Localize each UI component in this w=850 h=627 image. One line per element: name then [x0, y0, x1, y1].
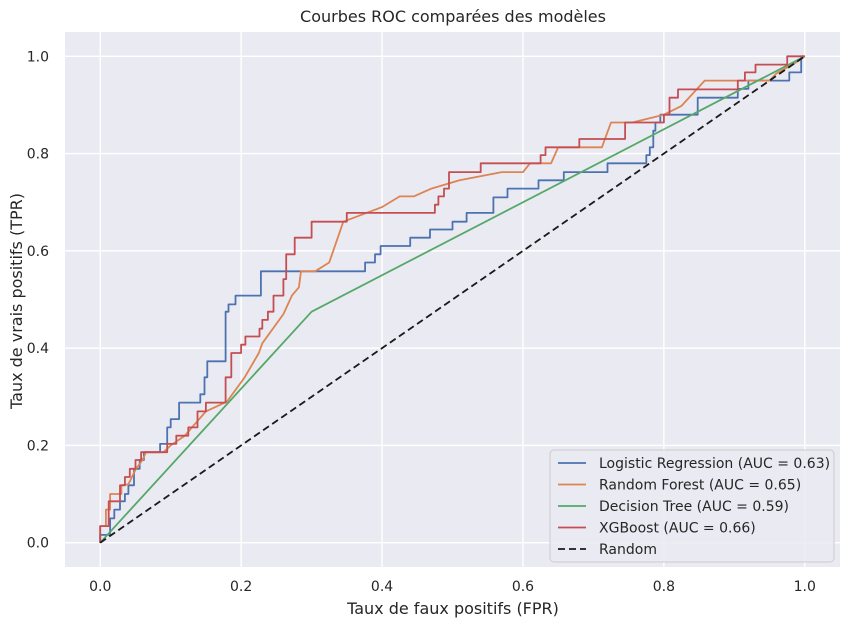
- x-tick-label: 0.8: [653, 579, 675, 595]
- series-line-xgboost: [99, 55, 805, 543]
- series-layer: [99, 55, 806, 544]
- grid-lines: [65, 32, 840, 567]
- y-tick-label: 0.6: [27, 244, 49, 260]
- y-tick-label: 0.2: [27, 438, 49, 454]
- y-tick-label: 0.0: [27, 536, 49, 552]
- x-axis-label: Taux de faux positifs (FPR): [346, 599, 559, 618]
- legend-label: Random: [599, 542, 657, 558]
- legend-label: XGBoost (AUC = 0.66): [599, 521, 756, 537]
- series-line-decision-tree: [99, 55, 806, 544]
- x-tick-label: 0.0: [89, 579, 111, 595]
- legend-box: [549, 449, 835, 563]
- legend-label: Decision Tree (AUC = 0.59): [599, 499, 789, 515]
- y-tick-label: 1.0: [27, 49, 49, 65]
- legend-label: Random Forest (AUC = 0.65): [599, 478, 801, 494]
- x-tick-label: 0.4: [371, 579, 393, 595]
- legend: Logistic Regression (AUC = 0.63) Random F…: [549, 449, 835, 563]
- x-tick-labels: 0.0 0.2 0.4 0.6 0.8 1.0: [89, 579, 816, 595]
- y-tick-labels: 0.0 0.2 0.4 0.6 0.8 1.0: [27, 49, 49, 551]
- x-tick-label: 0.2: [230, 579, 252, 595]
- y-tick-label: 0.8: [27, 147, 49, 163]
- y-axis-label: Taux de vrais positifs (TPR): [7, 193, 26, 410]
- series-line-random-forest: [99, 55, 806, 543]
- series-line-logistic-regression: [99, 55, 805, 543]
- legend-label: Logistic Regression (AUC = 0.63): [599, 456, 830, 472]
- y-tick-label: 0.4: [27, 341, 49, 357]
- chart-title: Courbes ROC comparées des modèles: [300, 7, 606, 26]
- x-tick-label: 1.0: [794, 579, 816, 595]
- x-tick-label: 0.6: [512, 579, 534, 595]
